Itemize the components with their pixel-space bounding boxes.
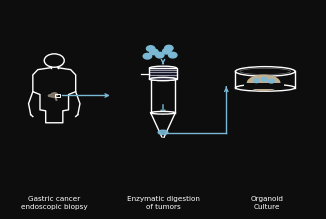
Circle shape <box>261 77 267 81</box>
Circle shape <box>150 49 158 55</box>
Ellipse shape <box>151 78 175 81</box>
Ellipse shape <box>149 66 177 70</box>
Circle shape <box>165 45 173 51</box>
Circle shape <box>156 52 164 58</box>
Circle shape <box>163 48 171 54</box>
Bar <box>244 83 284 89</box>
Ellipse shape <box>240 68 291 74</box>
Circle shape <box>254 79 259 83</box>
Polygon shape <box>48 93 57 97</box>
Ellipse shape <box>235 67 295 76</box>
Circle shape <box>169 52 177 58</box>
Circle shape <box>143 53 152 59</box>
Circle shape <box>269 79 274 83</box>
Bar <box>149 68 177 79</box>
Text: Gastric cancer
endoscopic biopsy: Gastric cancer endoscopic biopsy <box>21 196 88 210</box>
Circle shape <box>146 46 155 51</box>
Ellipse shape <box>149 78 177 81</box>
Ellipse shape <box>158 130 168 134</box>
Ellipse shape <box>247 75 280 91</box>
Bar <box>55 94 60 97</box>
Text: Enzymatic digestion
of tumors: Enzymatic digestion of tumors <box>126 196 200 210</box>
Ellipse shape <box>151 111 175 114</box>
Text: Organoid
Culture: Organoid Culture <box>250 196 283 210</box>
Ellipse shape <box>235 84 295 91</box>
